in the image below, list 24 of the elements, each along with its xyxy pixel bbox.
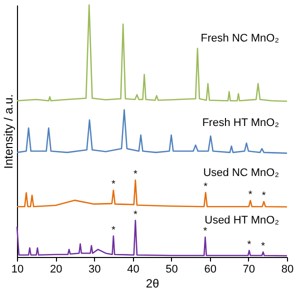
annotation: * — [204, 181, 208, 192]
x-axis-title: 2θ — [146, 276, 160, 290]
annotation: * — [111, 225, 116, 236]
x-tick-label: 20 — [50, 264, 62, 276]
series-label: Fresh HT MnO₂ — [202, 116, 279, 129]
series-label: Used HT MnO₂ — [204, 214, 279, 226]
y-axis-title: Intensity / a.u. — [2, 94, 16, 169]
annotation: * — [248, 190, 252, 201]
x-tick-label: 70 — [242, 264, 256, 276]
annotation: * — [111, 179, 116, 190]
x-tick-label: 10 — [11, 264, 24, 276]
annotation: * — [133, 209, 138, 220]
x-tick-label: 60 — [204, 264, 216, 276]
annotation: * — [261, 240, 266, 252]
x-tick-label: 40 — [127, 264, 140, 276]
series-label: Used NC MnO₂ — [203, 166, 279, 179]
annotation: * — [247, 239, 252, 250]
x-tick-label: 50 — [166, 264, 178, 276]
annotation: * — [203, 226, 208, 238]
annotation: * — [262, 190, 266, 202]
annotation: * — [133, 169, 138, 180]
x-tick-label: 80 — [281, 264, 294, 276]
series-label: Fresh NC MnO₂ — [200, 32, 279, 44]
x-tick-label: 30 — [88, 264, 101, 276]
